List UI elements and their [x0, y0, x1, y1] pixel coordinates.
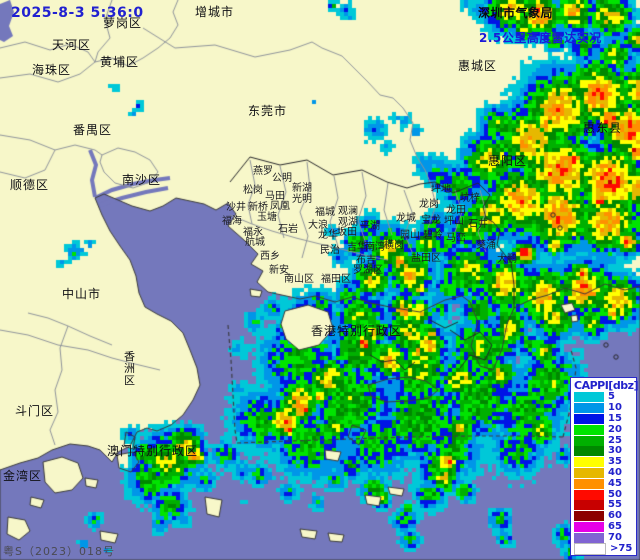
- legend-entry: 40: [574, 466, 634, 479]
- legend-swatch: [574, 521, 604, 532]
- legend-value: >75: [610, 542, 633, 554]
- legend-swatch: [574, 403, 604, 414]
- legend-swatch: [574, 500, 604, 511]
- legend-swatch: [574, 424, 604, 435]
- legend-value: 35: [608, 456, 622, 468]
- legend-swatch: [574, 413, 604, 424]
- legend-rows: 5 10 15 20 25 30 35 40 45 50 55 60 65 70 >75: [574, 392, 634, 555]
- legend-swatch: [574, 392, 604, 403]
- legend-entry: 45: [574, 478, 634, 489]
- legend-swatch: [574, 478, 604, 489]
- legend-value: 50: [608, 488, 622, 500]
- legend-swatch: [574, 489, 604, 500]
- legend-entry: 15: [574, 412, 634, 425]
- legend-swatch: [574, 542, 606, 555]
- legend-entry: 70: [574, 532, 634, 543]
- legend-entry: 60: [574, 511, 634, 522]
- legend-entry: 50: [574, 489, 634, 500]
- legend-swatch: [574, 457, 604, 468]
- radar-legend: CAPPI[dbz] 5 10 15 20 25 30 35 40 45 50 55 60 65 70 >7…: [570, 377, 639, 556]
- legend-value: 70: [608, 531, 622, 543]
- legend-value: 65: [608, 520, 622, 532]
- legend-value: 5: [608, 391, 615, 403]
- legend-title: CAPPI[dbz]: [574, 379, 639, 392]
- legend-entry: >75: [574, 542, 634, 555]
- legend-swatch: [574, 467, 604, 478]
- legend-value: 60: [608, 510, 622, 522]
- legend-swatch: [574, 435, 604, 446]
- legend-entry: 65: [574, 520, 634, 533]
- legend-entry: 10: [574, 403, 634, 414]
- legend-entry: 5: [574, 392, 634, 403]
- legend-swatch: [574, 511, 604, 522]
- legend-value: 10: [608, 402, 622, 414]
- legend-value: 45: [608, 477, 622, 489]
- legend-entry: 35: [574, 457, 634, 468]
- legend-value: 25: [608, 434, 622, 446]
- legend-entry: 55: [574, 500, 634, 511]
- legend-value: 40: [608, 466, 622, 478]
- legend-entry: 25: [574, 435, 634, 446]
- legend-entry: 30: [574, 446, 634, 457]
- legend-value: 15: [608, 412, 622, 424]
- legend-value: 55: [608, 499, 622, 511]
- legend-swatch: [574, 446, 604, 457]
- legend-value: 20: [608, 423, 622, 435]
- legend-entry: 20: [574, 424, 634, 435]
- legend-swatch: [574, 532, 604, 543]
- legend-value: 30: [608, 445, 622, 457]
